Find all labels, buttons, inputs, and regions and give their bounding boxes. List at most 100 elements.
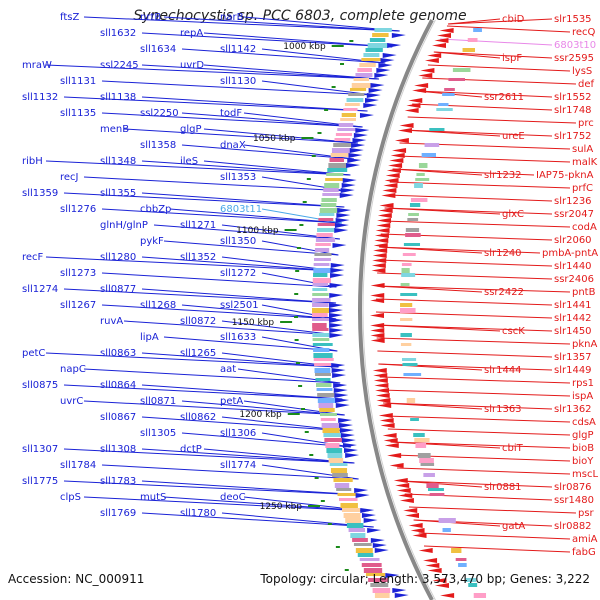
reverse-gene-label: slr1440 xyxy=(554,261,592,272)
feature-block xyxy=(455,558,467,561)
reverse-connector xyxy=(384,207,501,215)
minor-tick xyxy=(295,270,300,272)
forward-gene-arrow xyxy=(340,188,355,193)
reverse-connector xyxy=(385,415,571,423)
feature-block xyxy=(350,533,366,538)
reverse-gene-arrow xyxy=(382,433,397,438)
forward-connector xyxy=(63,384,343,400)
forward-gene-arrow xyxy=(361,513,376,518)
reverse-gene-arrow xyxy=(388,163,403,168)
forward-connector xyxy=(141,160,351,176)
feature-block xyxy=(442,93,455,96)
feature-tracks xyxy=(312,28,487,598)
reverse-gene-label: pknA xyxy=(572,339,597,350)
reverse-gene-arrow xyxy=(370,298,385,303)
forward-connector xyxy=(45,160,351,176)
forward-gene-label: sll1305 xyxy=(140,428,176,439)
feature-block xyxy=(320,418,336,421)
forward-gene-label: cbbZp xyxy=(140,204,171,215)
feature-block xyxy=(374,28,392,32)
reverse-connector xyxy=(418,532,571,540)
feature-block xyxy=(400,343,412,346)
reverse-gene-label: slr1232 xyxy=(484,170,522,181)
reverse-gene-label: slr1552 xyxy=(554,92,592,103)
reverse-gene-label: slr0876 xyxy=(554,482,592,493)
forward-gene-label: sll1353 xyxy=(220,172,256,183)
reverse-gene-arrow xyxy=(398,493,413,498)
feature-block xyxy=(369,38,386,42)
reverse-gene-arrow xyxy=(434,38,449,43)
reverse-gene-arrow xyxy=(408,98,423,103)
reverse-gene-arrow xyxy=(408,523,423,528)
reverse-gene-label: lysS xyxy=(572,66,592,77)
reverse-gene-arrow xyxy=(374,233,389,238)
backbone-ring xyxy=(358,19,436,600)
reverse-connector xyxy=(379,376,571,384)
reverse-gene-arrow xyxy=(373,243,388,248)
forward-gene-arrow xyxy=(345,453,360,458)
feature-block xyxy=(357,553,374,557)
backbone-shadow xyxy=(362,19,436,600)
reverse-gene-arrow xyxy=(405,513,420,518)
forward-connector xyxy=(221,320,337,336)
feature-block xyxy=(421,153,437,157)
forward-connector xyxy=(153,224,340,240)
reverse-gene-arrow xyxy=(392,148,407,153)
forward-gene-arrow xyxy=(329,333,344,338)
feature-block xyxy=(312,308,331,313)
feature-block xyxy=(318,403,334,408)
feature-block xyxy=(400,308,416,313)
forward-gene-label: sll1780 xyxy=(180,508,216,519)
reverse-gene-arrow xyxy=(384,178,399,183)
forward-gene-label: recF xyxy=(22,252,44,263)
forward-connector xyxy=(243,400,345,416)
forward-connector xyxy=(141,384,343,400)
forward-connector xyxy=(163,496,369,512)
reverse-gene-arrow xyxy=(373,378,388,383)
feature-block xyxy=(402,253,416,256)
forward-gene-label: sll1355 xyxy=(100,188,136,199)
reverse-gene-arrow xyxy=(370,333,385,338)
feature-block xyxy=(413,433,425,437)
feature-block xyxy=(317,398,337,403)
feature-block xyxy=(418,163,428,168)
reverse-gene-arrow xyxy=(412,88,427,93)
feature-block xyxy=(329,463,348,466)
scale-ticks: 1000 kbp 1050 kbp 1100 kbp 1150 kbp 1200 kbp… xyxy=(232,40,354,571)
forward-gene-arrow xyxy=(380,58,395,63)
feature-block xyxy=(331,148,351,153)
feature-block xyxy=(442,528,451,532)
reverse-gene-label: slr1752 xyxy=(554,131,592,142)
reverse-gene-arrow xyxy=(393,478,408,483)
forward-gene-label: petA xyxy=(220,396,243,407)
forward-gene-label: sll1265 xyxy=(180,348,216,359)
feature-block xyxy=(448,78,466,81)
feature-block xyxy=(348,93,365,96)
minor-tick xyxy=(320,500,325,502)
reverse-connector xyxy=(447,18,501,25)
reverse-gene-arrow xyxy=(379,203,394,208)
reverse-connector xyxy=(403,129,553,137)
forward-connector xyxy=(163,240,339,256)
feature-block xyxy=(352,538,368,542)
reverse-gene-label: malK xyxy=(572,157,598,168)
forward-gene-label: sll1359 xyxy=(22,188,58,199)
feature-block xyxy=(365,48,383,52)
feature-block xyxy=(402,363,418,366)
reverse-gene-label: fabG xyxy=(572,547,596,558)
forward-connector xyxy=(181,112,363,128)
forward-gene-arrow xyxy=(365,98,380,103)
forward-connector xyxy=(141,96,368,112)
forward-gene-arrow xyxy=(330,263,345,268)
forward-gene-arrow xyxy=(391,33,406,38)
forward-gene-label: recJ xyxy=(60,172,79,183)
reverse-gene-arrow xyxy=(381,193,396,198)
forward-connector xyxy=(243,16,400,32)
forward-gene-label: sll0872 xyxy=(180,316,216,327)
forward-connector xyxy=(101,80,373,96)
forward-gene-label: napC xyxy=(60,364,86,375)
reverse-gene-arrow xyxy=(432,578,447,583)
minor-tick xyxy=(335,546,340,548)
forward-gene-arrow xyxy=(336,213,351,218)
gene-labels: ftsZ nrtB narB sll1632 repA sll1634 sll1142 uvr… xyxy=(22,12,598,558)
